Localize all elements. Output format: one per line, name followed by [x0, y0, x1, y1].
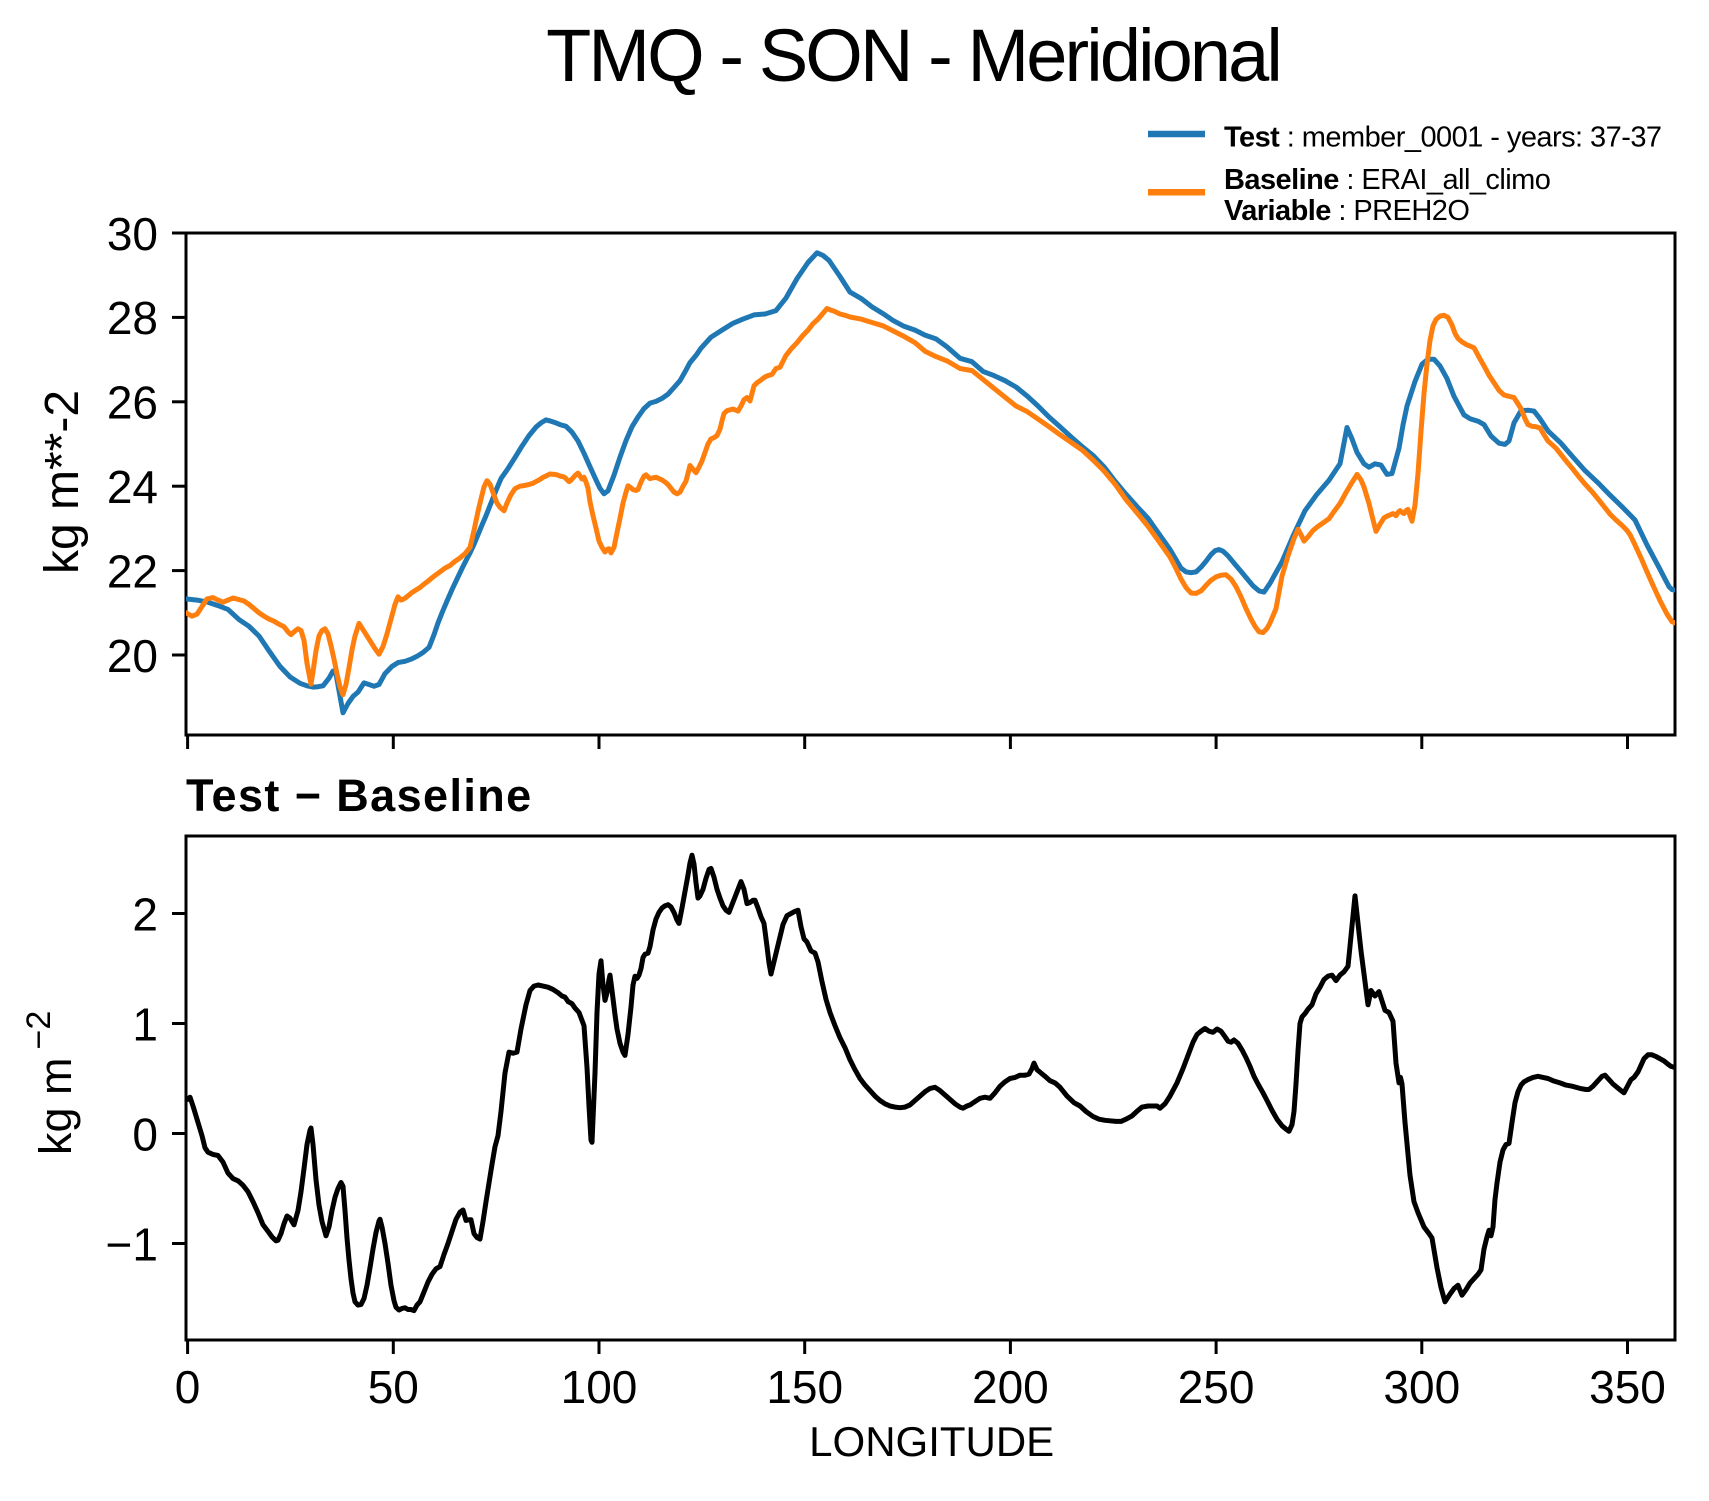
svg-text:22: 22 — [107, 545, 158, 597]
svg-text:100: 100 — [561, 1361, 638, 1413]
svg-text:LONGITUDE: LONGITUDE — [809, 1418, 1054, 1465]
svg-text:150: 150 — [766, 1361, 843, 1413]
svg-text:50: 50 — [368, 1361, 419, 1413]
svg-text:28: 28 — [107, 292, 158, 344]
svg-text:1: 1 — [132, 998, 158, 1050]
svg-text:26: 26 — [107, 377, 158, 429]
svg-text:0: 0 — [175, 1361, 201, 1413]
svg-text:Test − Baseline: Test − Baseline — [186, 770, 533, 821]
svg-text:300: 300 — [1383, 1361, 1460, 1413]
svg-text:24: 24 — [107, 461, 158, 513]
svg-text:0: 0 — [132, 1108, 158, 1160]
svg-text:20: 20 — [107, 630, 158, 682]
svg-text:TMQ - SON - Meridional: TMQ - SON - Meridional — [546, 14, 1280, 97]
svg-text:2: 2 — [132, 888, 158, 940]
svg-text:30: 30 — [107, 208, 158, 260]
svg-text:kg m**-2: kg m**-2 — [36, 390, 89, 574]
svg-text:−1: −1 — [106, 1218, 158, 1270]
svg-text:350: 350 — [1589, 1361, 1666, 1413]
svg-text:200: 200 — [972, 1361, 1049, 1413]
svg-text:Test : member_0001 - years: 37: Test : member_0001 - years: 37-37 — [1224, 122, 1661, 154]
svg-text:Baseline : ERAI_all_climo: Baseline : ERAI_all_climo — [1224, 164, 1550, 196]
svg-text:Variable : PREH2O: Variable : PREH2O — [1224, 195, 1469, 227]
svg-text:250: 250 — [1178, 1361, 1255, 1413]
